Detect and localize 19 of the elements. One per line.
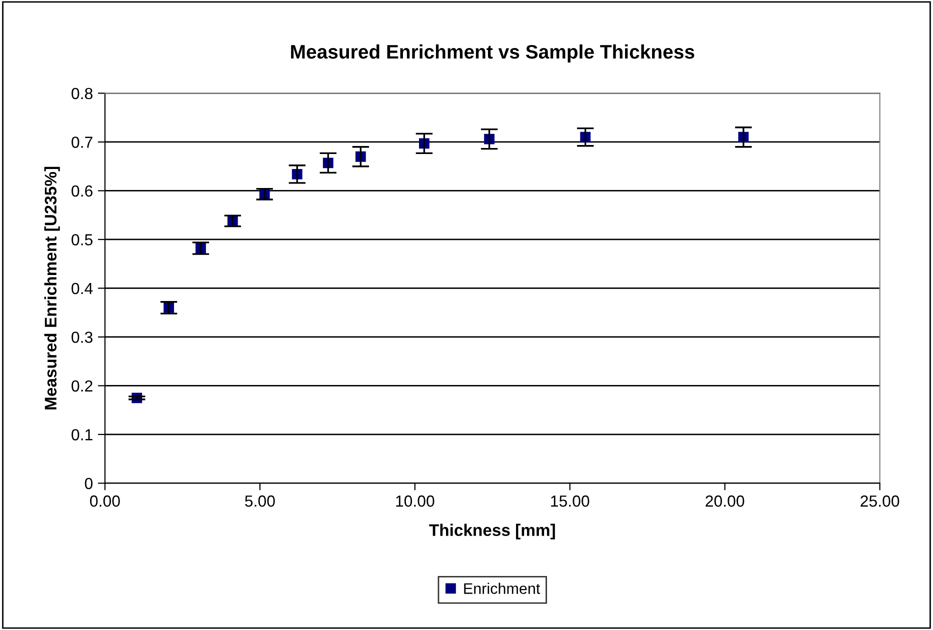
x-tick-label: 0.00 — [90, 495, 120, 507]
x-axis-title: Thickness [mm] — [429, 524, 555, 540]
y-tick-label: 0.1 — [72, 429, 92, 440]
y-axis-title: Measured Enrichment [U235%] — [44, 166, 60, 410]
chart-title: Measured Enrichment vs Sample Thickness — [291, 44, 694, 63]
y-tick-label: 0.3 — [72, 332, 92, 343]
y-tick-label: 0.4 — [72, 282, 93, 294]
x-tick-label: 15.00 — [551, 495, 590, 507]
x-tick-label: 5.00 — [245, 495, 275, 507]
legend-label: Enrichment — [464, 582, 540, 594]
y-tick-label: 0.8 — [72, 88, 92, 100]
x-tick-label: 25.00 — [860, 495, 900, 507]
y-tick-label: 0.2 — [72, 380, 92, 392]
x-tick-label: 20.00 — [706, 495, 744, 507]
x-tick-label: 10.00 — [396, 495, 434, 507]
y-tick-label: 0.6 — [72, 185, 92, 197]
y-tick-label: 0.7 — [72, 136, 92, 148]
y-tick-label: 0 — [84, 478, 93, 490]
y-tick-label: 0.5 — [72, 234, 92, 246]
